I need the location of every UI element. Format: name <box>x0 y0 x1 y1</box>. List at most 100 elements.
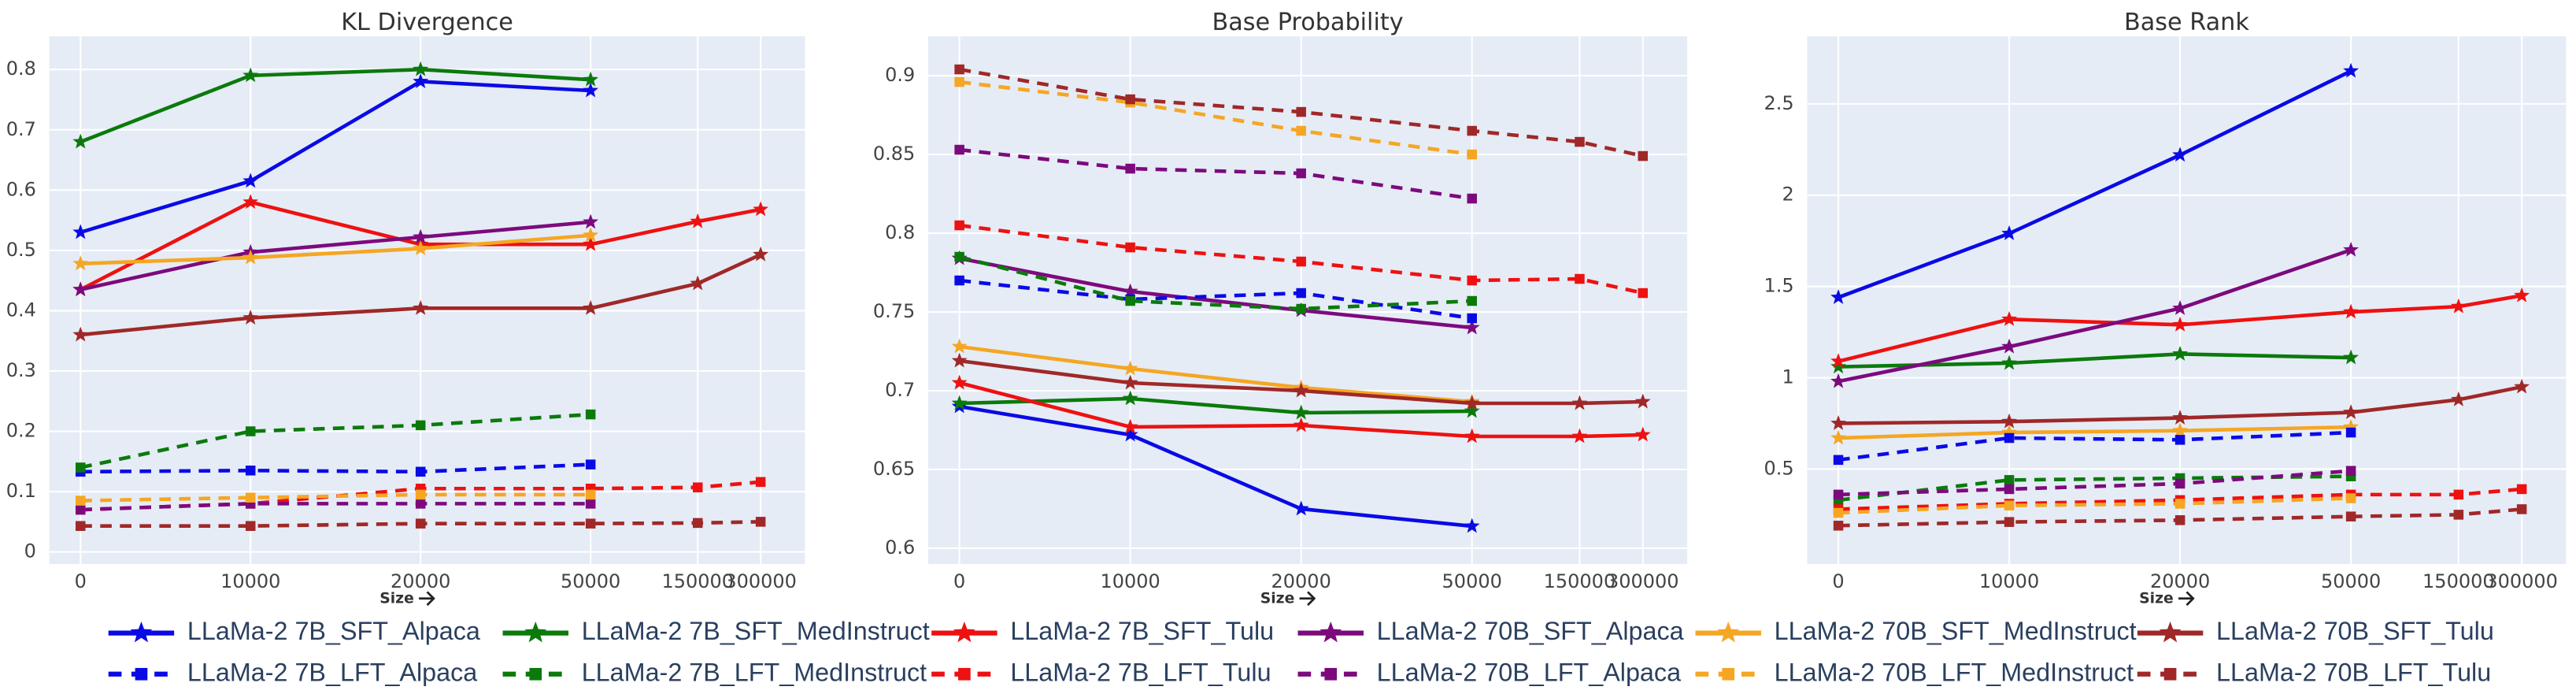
legend-label: LLaMa-2 70B_SFT_Alpaca <box>1377 617 1684 645</box>
data-point <box>1575 273 1585 284</box>
series <box>72 61 599 149</box>
data-point <box>2514 378 2530 394</box>
data-point <box>690 275 706 291</box>
data-point <box>1467 295 1477 306</box>
series-line <box>80 233 591 266</box>
data-point <box>2001 338 2018 354</box>
y-tick-label: 0.6 <box>885 536 915 559</box>
series-line <box>959 344 1472 404</box>
data-point <box>1830 353 1846 369</box>
data-point <box>242 67 259 83</box>
data-point <box>1833 455 1844 466</box>
data-point <box>1293 404 1309 420</box>
series-line <box>1838 496 2352 515</box>
data-point <box>753 246 769 262</box>
data-point <box>1467 125 1477 136</box>
y-tick-label: 0.85 <box>873 143 915 165</box>
x-tick-label: 300000 <box>724 570 797 592</box>
series <box>954 144 1477 204</box>
data-point <box>242 173 259 188</box>
chart-title: Base Probability <box>1212 9 1403 36</box>
data-point <box>755 517 766 527</box>
series <box>75 517 766 531</box>
series <box>954 251 1477 314</box>
legend-label: LLaMa-2 7B_LFT_MedInstruct <box>582 658 927 686</box>
data-point <box>954 251 964 262</box>
x-tick-label: 50000 <box>561 570 620 592</box>
data-point <box>1638 288 1648 299</box>
x-tick-label: 150000 <box>661 570 734 592</box>
x-tick-label: 10000 <box>220 570 280 592</box>
data-point <box>413 73 429 88</box>
data-point <box>1464 428 1480 443</box>
data-point <box>1830 373 1846 388</box>
series-line <box>959 80 1473 157</box>
data-point <box>245 466 256 476</box>
series <box>75 459 596 477</box>
data-point <box>1122 418 1138 434</box>
data-point <box>75 504 86 515</box>
data-point <box>2004 432 2015 443</box>
data-point <box>583 213 599 229</box>
series-line <box>1838 293 2522 363</box>
data-point <box>690 213 706 228</box>
data-point <box>1830 415 1846 430</box>
series-line <box>80 502 591 512</box>
x-tick-label: 0 <box>75 570 87 592</box>
data-point <box>2001 354 2018 370</box>
data-point <box>951 352 968 368</box>
data-point <box>413 240 429 256</box>
series-line <box>1838 384 2522 425</box>
data-point <box>415 489 426 500</box>
data-point <box>1830 358 1846 374</box>
data-point <box>1833 521 1844 531</box>
data-point <box>2174 515 2186 525</box>
legend-marker <box>2163 667 2177 681</box>
data-point <box>1634 426 1651 442</box>
legend-label: LLaMa-2 7B_SFT_Alpaca <box>187 617 480 645</box>
series <box>72 227 599 271</box>
data-point <box>2343 349 2359 365</box>
data-point <box>1571 428 1588 443</box>
data-point <box>585 499 596 509</box>
series <box>951 390 1480 420</box>
data-point <box>2174 435 2186 445</box>
data-point <box>415 420 426 431</box>
data-point <box>692 482 703 492</box>
x-tick-label: 10000 <box>1979 570 2039 592</box>
series <box>951 352 1651 410</box>
data-point <box>2004 475 2015 485</box>
x-axis-arrow <box>2178 591 2195 607</box>
legend-label: LLaMa-2 70B_SFT_Tulu <box>2216 617 2494 645</box>
data-point <box>951 374 968 390</box>
data-point <box>2343 241 2359 257</box>
data-point <box>2345 493 2356 503</box>
data-point <box>585 459 596 469</box>
data-point <box>1467 193 1477 204</box>
data-point <box>1293 500 1309 516</box>
data-point <box>954 76 964 87</box>
series-line <box>80 67 591 144</box>
data-point <box>1125 94 1135 105</box>
data-point <box>2343 62 2359 78</box>
series <box>72 73 599 239</box>
data-point <box>2516 484 2527 495</box>
x-tick-label: 0 <box>1832 570 1844 592</box>
data-point <box>2001 225 2018 240</box>
data-point <box>242 194 259 210</box>
data-point <box>2343 418 2359 434</box>
data-point <box>72 326 89 342</box>
data-point <box>413 61 429 76</box>
data-point <box>954 144 964 155</box>
data-point <box>951 338 968 354</box>
data-point <box>1296 125 1306 136</box>
data-point <box>2001 310 2018 326</box>
series-line <box>959 256 1472 330</box>
x-axis-label: Size <box>2139 590 2174 607</box>
data-point <box>2172 316 2189 332</box>
data-point <box>1464 403 1480 418</box>
y-tick-label: 0.2 <box>6 420 36 442</box>
series <box>75 409 596 473</box>
series <box>1830 418 2359 445</box>
series <box>75 489 596 506</box>
